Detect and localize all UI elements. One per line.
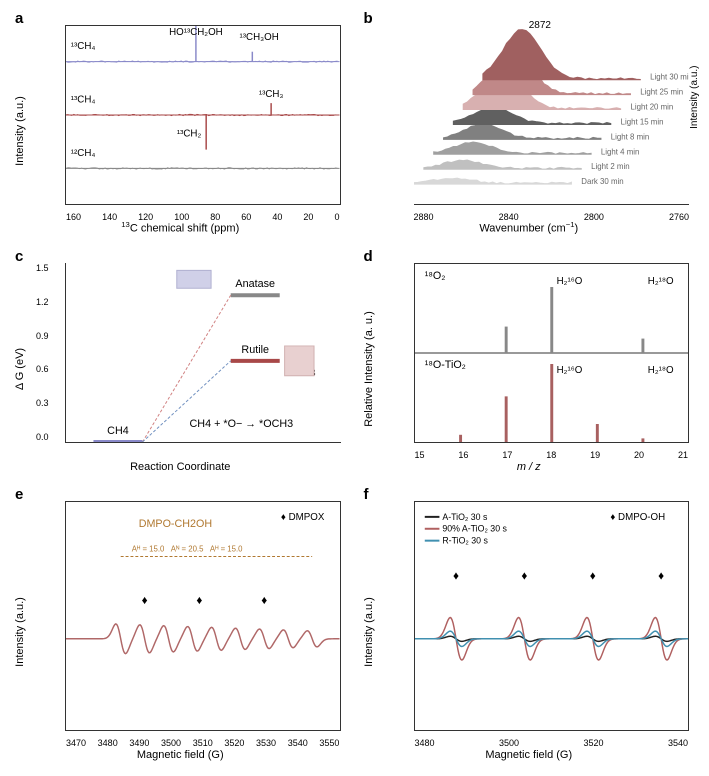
svg-text:H₂¹⁸O: H₂¹⁸O xyxy=(647,365,673,376)
svg-text:♦: ♦ xyxy=(658,568,664,582)
panel-b-peak-label: 2872 xyxy=(529,20,551,31)
svg-text:Light 8 min: Light 8 min xyxy=(610,132,648,141)
panel-d-label: d xyxy=(364,248,373,265)
svg-text:♦: ♦ xyxy=(142,593,148,607)
svg-text:♦: ♦ xyxy=(453,568,459,582)
svg-text:¹³CH₄: ¹³CH₄ xyxy=(71,41,96,52)
svg-text:♦: ♦ xyxy=(196,593,202,607)
panel-d-xticks: 15161718192021 xyxy=(415,450,689,460)
svg-text:Anatase: Anatase xyxy=(235,278,275,290)
svg-text:¹⁸O₂: ¹⁸O₂ xyxy=(424,270,445,282)
panel-e-ylabel: Intensity (a.u.) xyxy=(14,597,26,667)
svg-text:¹⁸O-TiO₂: ¹⁸O-TiO₂ xyxy=(424,359,465,371)
svg-text:Dark 30 min: Dark 30 min xyxy=(581,177,623,186)
panel-f: f 3480350035203540 ♦ ♦ ♦ ♦ A-TiO₂ 30 s 90% A-… xyxy=(359,486,700,766)
svg-text:90% A-TiO₂ 30 s: 90% A-TiO₂ 30 s xyxy=(442,524,507,534)
panel-d: d 15161718192021 10¹⁸O₂¹⁸O-TiO₂H₂¹⁶OH₂¹⁸… xyxy=(359,248,700,478)
svg-text:¹²CH₄: ¹²CH₄ xyxy=(71,148,96,159)
panel-b: b 2880284028002760 Dark 30 minLight 2 mi… xyxy=(359,10,700,240)
panel-c: c 1.51.20.90.60.30.0 CH4AnataseRutile*OC… xyxy=(10,248,351,478)
svg-text:Aᴴ = 15.0: Aᴴ = 15.0 xyxy=(132,545,165,554)
panel-f-ylabel: Intensity (a.u.) xyxy=(363,597,375,667)
svg-text:DMPO-CH2OH: DMPO-CH2OH xyxy=(139,518,212,530)
panel-e-xticks: 347034803490350035103520353035403550 xyxy=(66,738,340,748)
svg-text:♦ DMPO-OH: ♦ DMPO-OH xyxy=(610,512,665,523)
panel-f-label: f xyxy=(364,486,369,503)
svg-text:¹³CH₂: ¹³CH₂ xyxy=(177,128,202,139)
svg-text:Light 15 min: Light 15 min xyxy=(620,117,663,126)
panel-c-xlabel: Reaction Coordinate xyxy=(130,461,230,473)
svg-text:♦: ♦ xyxy=(521,568,527,582)
svg-text:Light 30 min: Light 30 min xyxy=(650,73,689,82)
svg-text:♦: ♦ xyxy=(261,593,267,607)
panel-f-plot: 3480350035203540 ♦♦♦♦A-TiO₂ 30 s90% A-Ti… xyxy=(414,501,690,731)
panel-a: a 160140120100806040200 HO¹³CH₂OH¹³CH₃OH… xyxy=(10,10,351,240)
panel-e-xlabel: Magnetic field (G) xyxy=(137,749,224,761)
svg-text:H₂¹⁶O: H₂¹⁶O xyxy=(556,276,582,287)
panel-b-zlabel: Intensity (a.u.) xyxy=(689,66,700,129)
svg-text:H₂¹⁸O: H₂¹⁸O xyxy=(647,276,673,287)
svg-text:Aᴴ = 15.0: Aᴴ = 15.0 xyxy=(210,545,243,554)
panel-e-label: e xyxy=(15,486,23,503)
panel-d-xlabel: m / z xyxy=(517,461,541,473)
panel-e: e 347034803490350035103520353035403550 ♦… xyxy=(10,486,351,766)
svg-text:Light 2 min: Light 2 min xyxy=(591,162,629,171)
panel-d-ylabel: Relative Intensity (a. u.) xyxy=(363,311,375,427)
panel-a-plot: 160140120100806040200 HO¹³CH₂OH¹³CH₃OH¹³… xyxy=(65,25,341,205)
panel-c-ylabel: Δ G (eV) xyxy=(14,348,26,390)
svg-text:♦: ♦ xyxy=(589,568,595,582)
panel-c-yticks: 1.51.20.90.60.30.0 xyxy=(36,263,49,442)
svg-text:Light 4 min: Light 4 min xyxy=(600,147,638,156)
panel-b-xlabel: Wavenumber (cm−1) xyxy=(479,220,578,235)
panel-e-plot: 347034803490350035103520353035403550 ♦♦♦… xyxy=(65,501,341,731)
svg-text:CH4 + *O− → *OCH3: CH4 + *O− → *OCH3 xyxy=(190,418,294,430)
panel-c-plot: 1.51.20.90.60.30.0 CH4AnataseRutile*OCH3… xyxy=(65,263,341,443)
svg-text:Light 20 min: Light 20 min xyxy=(630,102,673,111)
svg-text:¹³CH₃OH: ¹³CH₃OH xyxy=(240,32,279,43)
svg-text:¹³CH₄: ¹³CH₄ xyxy=(71,94,96,105)
svg-text:♦ DMPOX: ♦ DMPOX xyxy=(281,512,325,523)
svg-text:Light 25 min: Light 25 min xyxy=(640,88,683,97)
panel-c-label: c xyxy=(15,248,23,265)
panel-f-xticks: 3480350035203540 xyxy=(415,738,689,748)
svg-text:CH4: CH4 xyxy=(107,425,129,437)
panel-a-ylabel: Intensity (a.u.) xyxy=(14,96,26,166)
svg-text:HO¹³CH₂OH: HO¹³CH₂OH xyxy=(169,27,223,38)
svg-text:¹³CH₃: ¹³CH₃ xyxy=(259,89,284,100)
svg-text:H₂¹⁶O: H₂¹⁶O xyxy=(556,365,582,376)
panel-b-label: b xyxy=(364,10,373,27)
svg-text:A-TiO₂ 30 s: A-TiO₂ 30 s xyxy=(442,512,488,522)
panel-a-label: a xyxy=(15,10,23,27)
panel-d-plot: 15161718192021 10¹⁸O₂¹⁸O-TiO₂H₂¹⁶OH₂¹⁸OH… xyxy=(414,263,690,443)
svg-text:Aᴺ = 20.5: Aᴺ = 20.5 xyxy=(171,545,204,554)
panel-b-plot: 2880284028002760 Dark 30 minLight 2 minL… xyxy=(414,25,690,205)
panel-f-xlabel: Magnetic field (G) xyxy=(485,749,572,761)
svg-text:R-TiO₂ 30 s: R-TiO₂ 30 s xyxy=(442,536,488,546)
svg-text:Rutile: Rutile xyxy=(241,344,269,356)
panel-a-xlabel: 13C chemical shift (ppm) xyxy=(121,220,239,235)
